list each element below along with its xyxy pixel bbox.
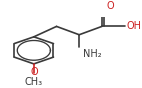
Text: CH₃: CH₃ bbox=[25, 77, 43, 87]
Text: O: O bbox=[30, 67, 38, 77]
Text: OH: OH bbox=[126, 21, 141, 31]
Text: O: O bbox=[106, 1, 114, 11]
Text: NH₂: NH₂ bbox=[83, 49, 101, 59]
